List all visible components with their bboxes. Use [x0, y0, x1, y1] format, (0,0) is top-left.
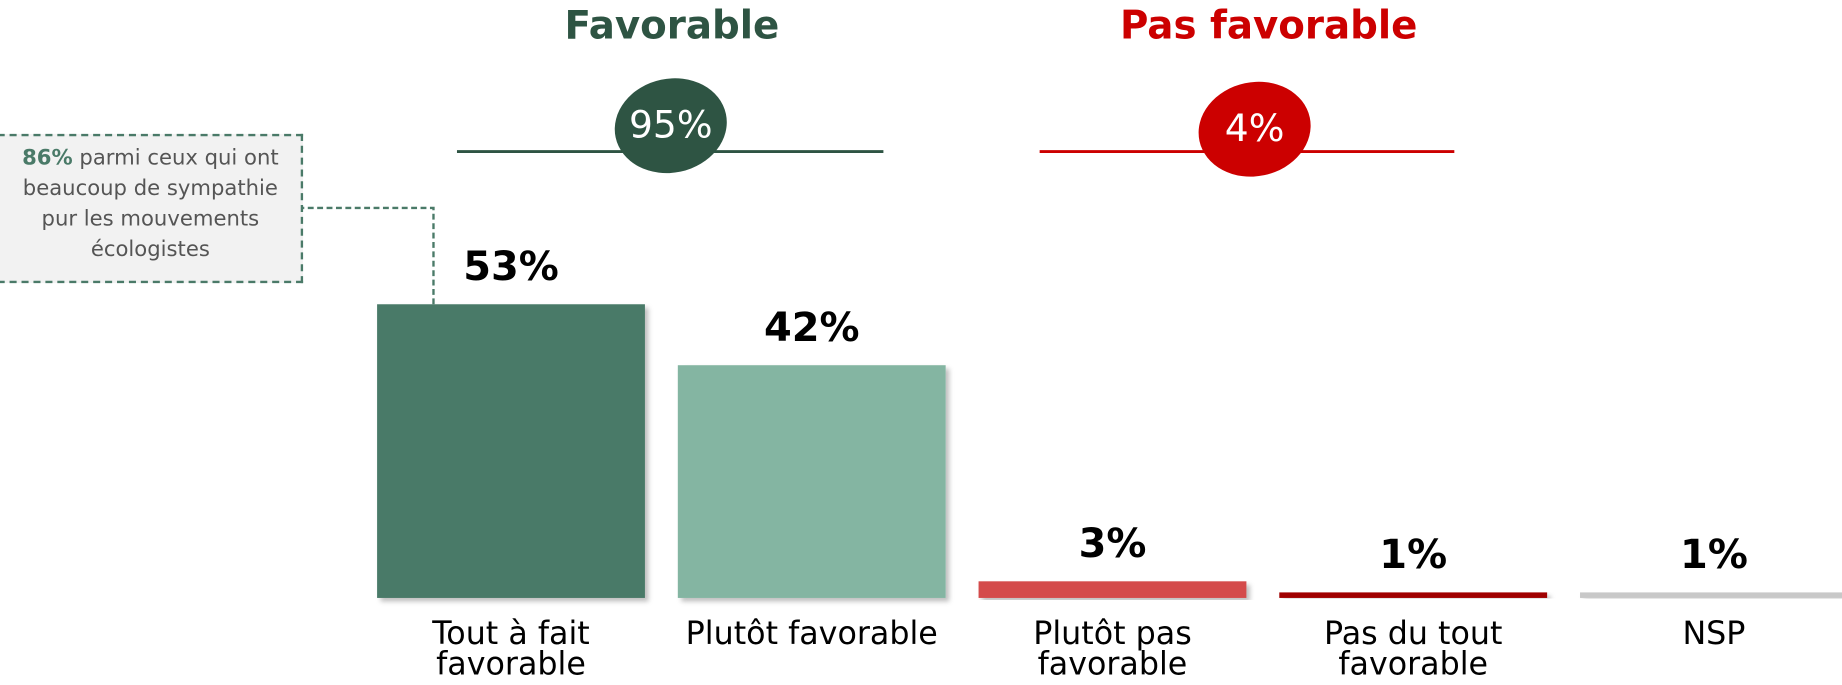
annotation-text: parmi ceux qui ont beaucoup de sympathie…: [22, 145, 279, 262]
x-tick-label: NSP: [1682, 615, 1746, 652]
group-total-label: 95%: [629, 102, 713, 146]
value-label: 42%: [764, 305, 860, 351]
x-tick-label: Plutôt favorable: [685, 615, 938, 652]
value-label: 1%: [1379, 532, 1447, 578]
value-label: 53%: [463, 244, 559, 290]
value-label: 1%: [1680, 532, 1748, 578]
group-title: Favorable: [565, 4, 780, 49]
annotation-connector: [298, 206, 435, 305]
bar: [1279, 592, 1548, 598]
group-title: Pas favorable: [1120, 4, 1418, 49]
group-total: [614, 78, 727, 174]
group-total-label: 4%: [1225, 106, 1285, 150]
x-tick-label: Plutôt pas favorable: [1033, 615, 1192, 683]
bar: [978, 581, 1247, 598]
x-tick-label: Pas du tout favorable: [1323, 615, 1503, 683]
bar: [1580, 592, 1842, 598]
annotation: 86% parmi ceux qui ont beaucoup de sympa…: [0, 133, 304, 284]
group-total: [1198, 81, 1311, 177]
bar: [677, 365, 946, 598]
bar: [377, 304, 645, 598]
annotation-value: 86%: [22, 145, 73, 171]
value-label: 3%: [1079, 521, 1147, 567]
x-tick-label: Tout à fait favorable: [432, 615, 590, 683]
